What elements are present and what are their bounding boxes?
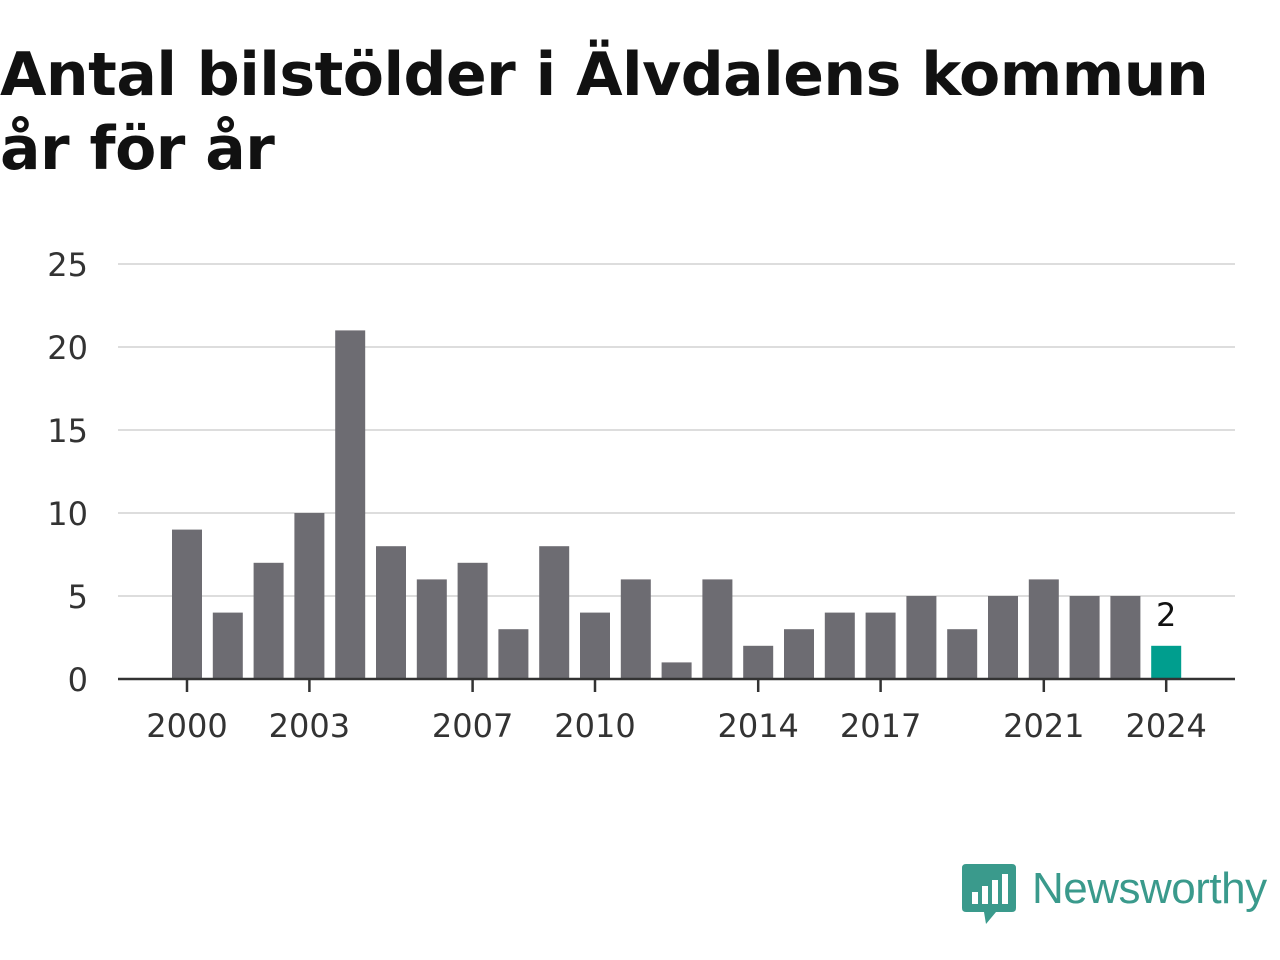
y-tick-label-0: 0 <box>68 661 88 699</box>
y-tick-label-15: 15 <box>47 412 88 450</box>
data-labels: 2 <box>1156 596 1176 634</box>
x-tick-label-2000: 2000 <box>146 707 227 745</box>
bar-chart-speech-bubble-icon <box>962 864 1016 924</box>
y-axis-labels: 0 5 10 15 20 25 <box>47 246 88 699</box>
bar-2024 <box>1151 645 1182 679</box>
x-axis-ticks <box>185 679 1168 692</box>
data-label-2024: 2 <box>1156 596 1176 634</box>
x-tick-label-2021: 2021 <box>1003 707 1084 745</box>
grid-lines <box>118 263 1235 597</box>
bar-2012 <box>661 662 692 679</box>
x-tick-label-2007: 2007 <box>432 707 513 745</box>
bar-2019 <box>947 629 978 679</box>
bar-2015 <box>784 629 814 679</box>
bar-2010 <box>580 612 610 679</box>
bar-2016 <box>824 612 855 679</box>
bar-2011 <box>620 579 651 679</box>
brand-name: Newsworthy <box>1032 864 1267 913</box>
x-tick-label-2014: 2014 <box>717 707 798 745</box>
bar-2004 <box>335 330 366 679</box>
chart-title: Antal bilstölder i Älvdalens kommun år f… <box>0 40 1209 184</box>
bar-2006 <box>416 579 447 679</box>
y-tick-label-5: 5 <box>68 578 88 616</box>
bar-2005 <box>376 546 406 679</box>
bar-2008 <box>498 629 529 679</box>
bar-2021 <box>1028 579 1059 679</box>
bar-2007 <box>457 562 488 679</box>
bar-2018 <box>906 596 937 679</box>
bar-2002 <box>253 562 284 679</box>
bar-2013 <box>702 579 733 679</box>
x-tick-label-2017: 2017 <box>840 707 921 745</box>
x-tick-label-2024: 2024 <box>1125 707 1206 745</box>
bar-2023 <box>1110 596 1141 679</box>
bar-2000 <box>172 529 202 679</box>
x-tick-label-2010: 2010 <box>554 707 635 745</box>
y-tick-label-20: 20 <box>47 329 88 367</box>
y-tick-label-10: 10 <box>47 495 88 533</box>
bars <box>172 330 1182 679</box>
bar-2001 <box>212 612 243 679</box>
bar-2020 <box>988 596 1018 679</box>
x-tick-label-2003: 2003 <box>269 707 350 745</box>
bar-2009 <box>539 546 570 679</box>
x-axis-labels: 2000 2003 2007 2010 2014 2017 2021 2024 <box>146 707 1207 745</box>
bar-2022 <box>1069 596 1100 679</box>
bar-2003 <box>294 513 325 679</box>
y-tick-label-25: 25 <box>47 246 88 284</box>
newsworthy-logo: Newsworthy <box>962 862 1278 928</box>
bar-2017 <box>865 612 896 679</box>
bar-2014 <box>743 645 774 679</box>
